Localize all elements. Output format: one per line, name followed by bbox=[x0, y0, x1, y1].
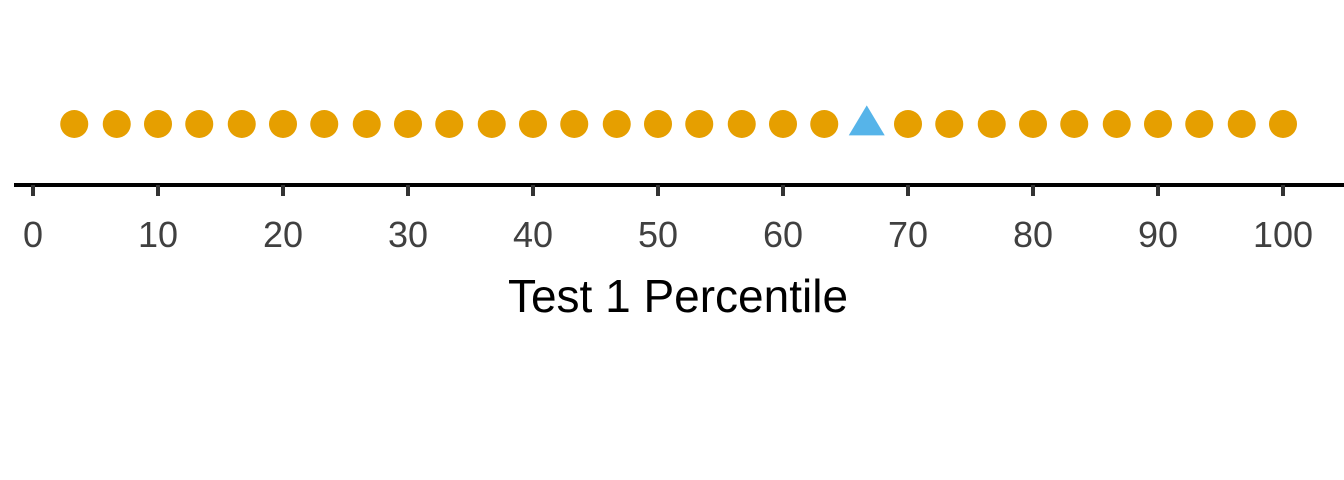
x-tick-label-90: 90 bbox=[1138, 214, 1178, 255]
x-tick-label-50: 50 bbox=[638, 214, 678, 255]
circle-point bbox=[935, 110, 964, 138]
x-axis-ticks bbox=[31, 185, 1285, 196]
circle-point bbox=[519, 110, 547, 138]
circle-point bbox=[394, 110, 422, 138]
x-axis-tick-labels: 0 10 20 30 40 50 60 70 80 90 100 bbox=[23, 214, 1313, 255]
circle-point bbox=[60, 110, 89, 138]
circle-point bbox=[185, 110, 214, 138]
circle-point bbox=[894, 110, 922, 138]
circle-point bbox=[1185, 110, 1214, 138]
circle-point bbox=[269, 110, 297, 138]
circle-point bbox=[435, 110, 464, 138]
circle-point bbox=[477, 110, 506, 138]
data-points bbox=[60, 105, 1297, 138]
x-axis-title: Test 1 Percentile bbox=[508, 270, 848, 322]
circle-point bbox=[1019, 110, 1047, 138]
x-tick-label-0: 0 bbox=[23, 214, 43, 255]
circle-point bbox=[727, 110, 756, 138]
circle-point bbox=[560, 110, 589, 138]
circle-point bbox=[602, 110, 631, 138]
circle-point bbox=[227, 110, 256, 138]
circle-point bbox=[1269, 110, 1297, 138]
circle-point bbox=[102, 110, 131, 138]
x-tick-label-40: 40 bbox=[513, 214, 553, 255]
x-tick-label-100: 100 bbox=[1253, 214, 1313, 255]
circle-point bbox=[769, 110, 797, 138]
circle-point bbox=[144, 110, 172, 138]
x-tick-label-70: 70 bbox=[888, 214, 928, 255]
x-tick-label-30: 30 bbox=[388, 214, 428, 255]
circle-point bbox=[977, 110, 1006, 138]
x-tick-label-80: 80 bbox=[1013, 214, 1053, 255]
x-tick-label-20: 20 bbox=[263, 214, 303, 255]
circle-point bbox=[644, 110, 672, 138]
circle-point bbox=[1227, 110, 1256, 138]
circle-point bbox=[310, 110, 339, 138]
circle-point bbox=[1102, 110, 1131, 138]
x-tick-label-60: 60 bbox=[763, 214, 803, 255]
circle-point bbox=[810, 110, 839, 138]
triangle-point bbox=[848, 105, 885, 136]
x-tick-label-10: 10 bbox=[138, 214, 178, 255]
circle-point bbox=[1144, 110, 1172, 138]
circle-point bbox=[685, 110, 714, 138]
circle-point bbox=[352, 110, 381, 138]
circle-point bbox=[1060, 110, 1089, 138]
